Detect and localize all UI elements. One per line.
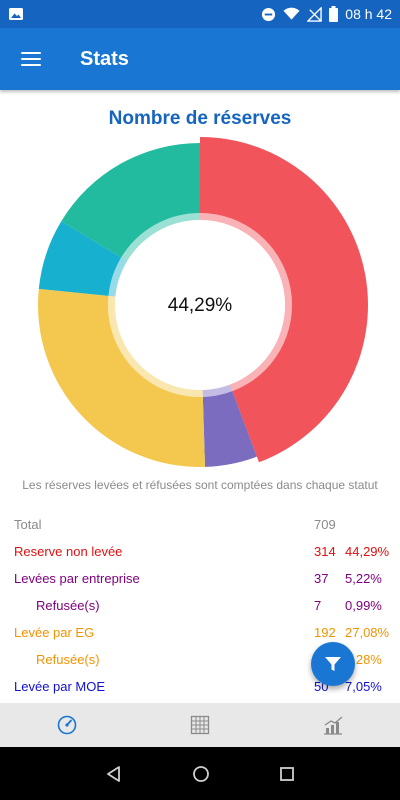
stat-percent: 0,99% bbox=[345, 598, 382, 613]
stat-count: 314 bbox=[314, 544, 336, 559]
donut-chart[interactable]: 44,29% bbox=[0, 130, 400, 480]
menu-button[interactable] bbox=[0, 28, 62, 90]
system-nav-bar bbox=[0, 747, 400, 800]
filter-button[interactable] bbox=[311, 642, 355, 686]
stat-label: Refusée(s) bbox=[36, 598, 100, 613]
donut-slice[interactable] bbox=[61, 143, 200, 258]
stat-label: Levées par entreprise bbox=[14, 571, 140, 586]
tab-grid[interactable] bbox=[133, 703, 266, 747]
page-title: Stats bbox=[80, 47, 129, 70]
tab-dashboard[interactable] bbox=[0, 703, 133, 747]
stat-count: 709 bbox=[314, 517, 336, 532]
donut-inner-ring bbox=[202, 384, 233, 397]
wifi-icon bbox=[283, 7, 300, 20]
dnd-icon bbox=[262, 7, 276, 21]
stat-row-entreprise: Levées par entreprise 37 5,22% bbox=[0, 565, 400, 592]
stat-count: 7 bbox=[314, 598, 322, 613]
battery-icon bbox=[329, 6, 339, 22]
stat-count: 192 bbox=[314, 625, 336, 640]
gauge-icon bbox=[57, 715, 76, 735]
donut-slice[interactable] bbox=[200, 137, 369, 463]
gallery-icon bbox=[9, 8, 23, 20]
recents-icon[interactable] bbox=[279, 766, 295, 782]
clock: 08 h 42 bbox=[345, 6, 392, 22]
no-signal-icon bbox=[307, 6, 323, 22]
stat-percent: 27,08% bbox=[345, 625, 390, 640]
center-percentage: 44,29% bbox=[168, 295, 233, 316]
chart-note: Les réserves levées et réfusées sont com… bbox=[22, 478, 378, 492]
stat-percent: 44,29% bbox=[345, 544, 390, 559]
bar-chart-icon bbox=[324, 716, 343, 735]
donut-slice[interactable] bbox=[38, 221, 122, 296]
donut-hole bbox=[115, 220, 285, 390]
stat-label: Levée par MOE bbox=[14, 679, 106, 694]
stat-row-entreprise-refusees: Refusée(s) 7 0,99% bbox=[0, 592, 400, 619]
donut-slice[interactable] bbox=[202, 391, 257, 467]
stat-percent: 7,05% bbox=[345, 679, 382, 694]
app-bar: Stats bbox=[0, 28, 400, 90]
menu-icon bbox=[21, 52, 41, 66]
donut-inner-ring bbox=[108, 257, 128, 297]
stat-row-eg: Levée par EG 192 27,08% bbox=[0, 619, 400, 646]
stat-percent: 5,22% bbox=[345, 571, 382, 586]
home-icon[interactable] bbox=[192, 765, 210, 783]
stat-label: Reserve non levée bbox=[14, 544, 123, 559]
stat-row-total: Total 709 bbox=[0, 511, 400, 538]
back-icon[interactable] bbox=[105, 765, 123, 783]
stat-row-non-levee: Reserve non levée 314 44,29% bbox=[0, 538, 400, 565]
grid-icon bbox=[190, 715, 210, 735]
stats-list: Total 709 Reserve non levée 314 44,29% L… bbox=[0, 511, 400, 700]
bottom-navigation bbox=[0, 703, 400, 747]
stat-label: Total bbox=[14, 517, 42, 532]
stat-row-moe: Levée par MOE 50 7,05% bbox=[0, 673, 400, 700]
chart-title: Nombre de réserves bbox=[108, 108, 292, 129]
stat-count: 37 bbox=[314, 571, 329, 586]
stat-label: Levée par EG bbox=[14, 625, 95, 640]
status-bar: 08 h 42 bbox=[0, 0, 400, 28]
tab-chart[interactable] bbox=[267, 703, 400, 747]
filter-icon bbox=[325, 657, 341, 671]
stat-label: Refusée(s) bbox=[36, 652, 100, 667]
donut-inner-ring bbox=[121, 213, 200, 262]
donut-slice[interactable] bbox=[38, 288, 205, 467]
